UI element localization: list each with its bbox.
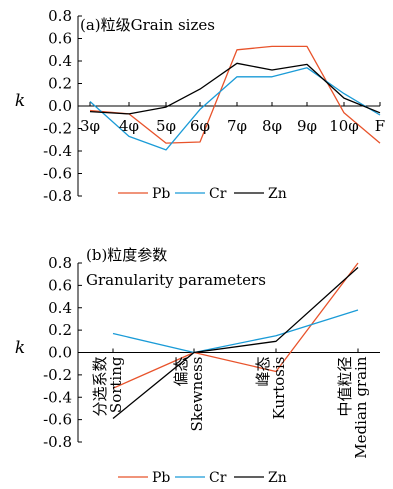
panel-1-y-axis-label: k bbox=[15, 338, 25, 358]
panel-0-y-tick-label: 0.2 bbox=[48, 75, 72, 93]
panel-0-x-tick-label: 7φ bbox=[227, 117, 247, 135]
panel-1-y-tick-label: 0.6 bbox=[48, 276, 72, 294]
panel-0-y-tick-label: 0.6 bbox=[48, 30, 72, 48]
panel-1-series-pb-line bbox=[112, 262, 359, 389]
panel-0-x-tick-label: 3φ bbox=[80, 117, 100, 135]
panel-0-y-tick-label: -0.6 bbox=[43, 165, 72, 183]
panel-0-x-tick-label: 8φ bbox=[262, 117, 282, 135]
panel-0-series-pb-line bbox=[89, 45, 381, 144]
panel-0-legend-label-pb: Pb bbox=[152, 186, 170, 202]
panel-0-series-zn-line bbox=[89, 62, 381, 115]
panel-0-legend-label-zn: Zn bbox=[268, 186, 287, 202]
panel-1-y-tick-label: 0.8 bbox=[48, 254, 72, 272]
panel-0-x-tick-label: 5φ bbox=[156, 117, 176, 135]
panel-1-legend-label-pb: Pb bbox=[152, 470, 170, 486]
panel-1-y-tick-label: -0.6 bbox=[43, 411, 72, 429]
panel-1-y-tick-label: -0.2 bbox=[43, 366, 72, 384]
panel-1-title: (b)粒度参数 bbox=[86, 246, 167, 264]
panel-1-x-tick-label-en: Kurtosis bbox=[270, 357, 288, 420]
panel-1-y-tick-label: 0.2 bbox=[48, 321, 72, 339]
panel-0-y-tick-label: 0.0 bbox=[48, 97, 72, 115]
panel-1-legend-label-zn: Zn bbox=[268, 470, 287, 486]
panel-0-series-cr-line bbox=[89, 67, 381, 151]
panel-1-x-tick-label-en: Sorting bbox=[107, 356, 125, 413]
panel-1-x-tick-label-en: Median grain bbox=[352, 356, 370, 459]
panel-0-x-tick-label: 10φ bbox=[329, 117, 359, 135]
panel-0-y-tick-label: 0.4 bbox=[48, 52, 72, 70]
panel-0-y-axis-label: k bbox=[15, 91, 25, 111]
panel-0-y-tick-label: -0.8 bbox=[43, 187, 72, 205]
panel-1-legend-label-cr: Cr bbox=[209, 470, 227, 486]
panel-0-title: (a)粒级Grain sizes bbox=[80, 16, 215, 34]
panel-1-x-tick-label-zh: 偏态 bbox=[172, 357, 190, 387]
panel-1-y-tick-label: 0.4 bbox=[48, 299, 72, 317]
panel-1-x-tick-label-zh: 中值粒径 bbox=[336, 357, 354, 417]
panel-0-x-tick-label: F bbox=[375, 117, 385, 135]
panel-1-y-tick-label: 0.0 bbox=[48, 344, 72, 362]
panel-1-series-cr-line bbox=[112, 309, 359, 354]
panel-0-x-tick-label: 4φ bbox=[119, 117, 139, 135]
panel-1-subtitle: Granularity parameters bbox=[86, 271, 266, 289]
panel-1-y-tick-label: -0.8 bbox=[43, 433, 72, 451]
panel-0-y-tick-label: -0.2 bbox=[43, 120, 72, 138]
panel-0-y-tick-label: -0.4 bbox=[43, 142, 72, 160]
panel-0-legend-label-cr: Cr bbox=[209, 186, 227, 202]
panel-1-x-tick-label-en: Skewness bbox=[188, 357, 206, 432]
panel-1-x-tick-label-zh: 峰态 bbox=[254, 357, 272, 387]
panel-1-x-tick-label-zh: 分选系数 bbox=[91, 357, 109, 417]
panel-0-x-tick-label: 9φ bbox=[297, 117, 317, 135]
panel-1-y-tick-label: -0.4 bbox=[43, 388, 72, 406]
panel-0-x-tick-label: 6φ bbox=[190, 117, 210, 135]
panel-0-y-tick-label: 0.8 bbox=[48, 7, 72, 25]
panel-1-series-zn-line bbox=[112, 267, 359, 420]
